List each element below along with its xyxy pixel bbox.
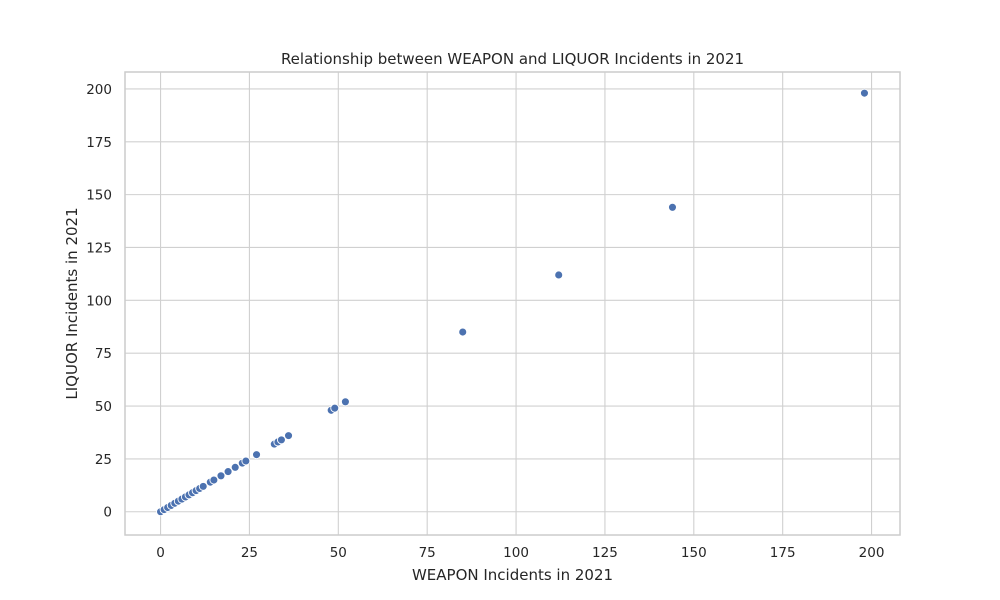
data-point xyxy=(859,88,869,98)
x-tick-label: 0 xyxy=(156,545,165,561)
x-tick-label: 175 xyxy=(770,545,796,561)
data-point xyxy=(458,327,468,337)
grid-lines xyxy=(125,72,900,535)
x-tick-label: 50 xyxy=(330,545,347,561)
data-point xyxy=(668,202,677,212)
x-tick-label: 100 xyxy=(503,545,529,561)
y-tick-label: 150 xyxy=(86,188,112,204)
y-tick-label: 50 xyxy=(95,399,112,415)
data-point xyxy=(276,435,286,445)
y-tick-label: 100 xyxy=(86,293,112,309)
data-point xyxy=(223,467,233,477)
tick-labels: 0 25 50 75 100 125 150 175 200 0 25 50 75 100 125 150 17… xyxy=(86,82,884,561)
y-tick-label: 200 xyxy=(86,82,112,98)
data-point xyxy=(340,397,350,407)
data-point xyxy=(330,403,340,413)
x-axis-label: WEAPON Incidents in 2021 xyxy=(412,566,613,584)
data-point xyxy=(284,431,293,441)
data-point xyxy=(198,481,208,491)
y-tick-label: 175 xyxy=(86,135,112,151)
y-tick-label: 0 xyxy=(103,505,112,521)
y-axis-label: LIQUOR Incidents in 2021 xyxy=(63,207,81,399)
data-points xyxy=(156,88,869,517)
y-tick-label: 25 xyxy=(95,452,112,468)
data-point xyxy=(554,270,564,280)
data-point xyxy=(230,462,240,472)
x-tick-label: 200 xyxy=(859,545,885,561)
plot-frame xyxy=(124,71,901,536)
data-point xyxy=(241,456,251,466)
data-point xyxy=(252,450,261,460)
x-tick-label: 150 xyxy=(681,545,707,561)
y-tick-label: 125 xyxy=(86,240,112,256)
data-point xyxy=(209,475,219,485)
chart-title: Relationship between WEAPON and LIQUOR I… xyxy=(281,50,744,68)
x-tick-label: 25 xyxy=(241,545,258,561)
y-tick-label: 75 xyxy=(95,346,112,362)
data-point xyxy=(216,471,226,481)
x-tick-label: 125 xyxy=(592,545,618,561)
x-tick-label: 75 xyxy=(419,545,436,561)
